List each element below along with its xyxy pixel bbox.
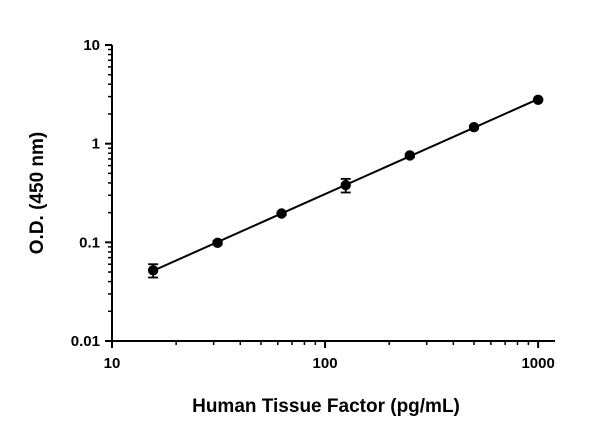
y-tick-label: 1 xyxy=(92,136,100,153)
data-point xyxy=(212,237,223,248)
ticks: 0.01 0.1 1 10 10 100 1000 xyxy=(71,37,555,372)
data-point xyxy=(468,121,480,133)
data-point xyxy=(276,208,287,219)
x-axis-label: Human Tissue Factor (pg/mL) xyxy=(192,396,460,417)
data-points xyxy=(147,94,544,279)
x-tick-label: 10 xyxy=(104,355,121,372)
y-tick-label: 10 xyxy=(83,37,100,54)
data-point xyxy=(404,150,416,161)
data-point xyxy=(340,179,351,191)
x-tick-label: 1000 xyxy=(521,355,554,372)
y-tick-label: 0.01 xyxy=(71,333,100,350)
y-tick-label: 0.1 xyxy=(79,234,100,251)
data-point xyxy=(532,94,544,106)
axes xyxy=(111,45,555,342)
x-tick-label: 100 xyxy=(313,355,338,372)
y-axis-label: O.D. (450 nm) xyxy=(27,132,48,254)
data-point xyxy=(147,265,159,276)
